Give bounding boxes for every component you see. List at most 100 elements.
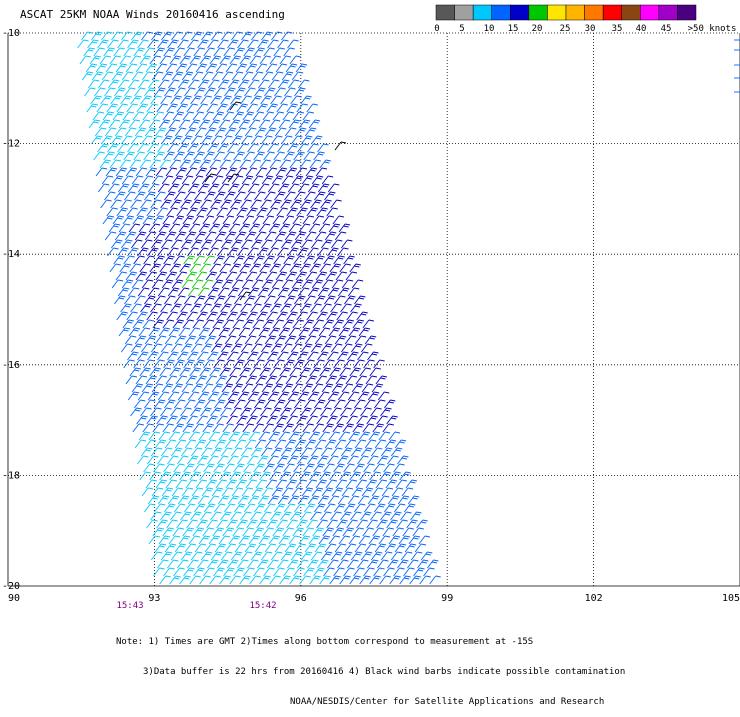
wind-barb bbox=[218, 288, 229, 296]
wind-barb bbox=[269, 432, 280, 440]
wind-barb bbox=[335, 142, 346, 150]
wind-barb bbox=[192, 384, 203, 392]
wind-barb bbox=[359, 432, 370, 440]
wind-barb bbox=[378, 392, 389, 400]
wind-barb bbox=[384, 464, 395, 472]
wind-barb bbox=[118, 80, 129, 88]
wind-barb bbox=[200, 576, 211, 584]
wind-barb bbox=[264, 360, 275, 368]
wind-barb bbox=[177, 520, 188, 528]
wind-barb bbox=[216, 168, 227, 176]
wind-barb bbox=[210, 472, 221, 480]
wind-barb bbox=[103, 216, 114, 224]
wind-barb bbox=[289, 328, 300, 336]
wind-barb bbox=[204, 256, 215, 264]
wind-barb bbox=[278, 40, 289, 48]
wind-barb bbox=[110, 264, 121, 272]
wind-barb bbox=[134, 48, 145, 56]
wind-barb bbox=[328, 288, 339, 296]
wind-barb bbox=[187, 560, 198, 568]
wind-barb bbox=[140, 160, 151, 168]
wind-barb bbox=[215, 232, 226, 240]
wind-barb bbox=[113, 112, 124, 120]
wind-barb bbox=[169, 328, 180, 336]
wind-barb bbox=[190, 472, 201, 480]
wind-barb bbox=[350, 264, 361, 272]
wind-barb bbox=[131, 304, 142, 312]
wind-barb bbox=[189, 536, 200, 544]
wind-barb bbox=[328, 496, 339, 504]
wind-barb bbox=[163, 216, 174, 224]
wind-barb bbox=[314, 152, 325, 160]
wind-barb bbox=[272, 176, 283, 184]
wind-barb bbox=[164, 192, 175, 200]
wind-barb bbox=[292, 488, 303, 496]
wind-barb bbox=[188, 496, 199, 504]
wind-barb bbox=[298, 248, 309, 256]
wind-barb bbox=[133, 112, 144, 120]
wind-barb bbox=[302, 488, 313, 496]
wind-barb bbox=[343, 320, 354, 328]
wind-barb bbox=[198, 184, 209, 192]
wind-barb bbox=[150, 368, 161, 376]
wind-barb bbox=[211, 552, 222, 560]
wind-barb bbox=[147, 352, 158, 360]
wind-barb bbox=[231, 200, 242, 208]
wind-barb bbox=[244, 88, 255, 96]
wind-barb bbox=[203, 320, 214, 328]
wind-barb bbox=[112, 72, 123, 80]
wind-barb bbox=[214, 192, 225, 200]
wind-barb bbox=[311, 240, 322, 248]
wind-barb bbox=[286, 376, 297, 384]
wind-barb bbox=[337, 312, 348, 320]
wind-barb bbox=[181, 344, 192, 352]
wind-barb bbox=[259, 224, 270, 232]
wind-barb bbox=[176, 272, 187, 280]
wind-barb bbox=[158, 248, 169, 256]
wind-barb bbox=[300, 160, 311, 168]
wind-barb bbox=[202, 488, 213, 496]
wind-barb bbox=[180, 472, 191, 480]
wind-barb bbox=[244, 568, 255, 576]
colorbar-swatch bbox=[622, 5, 641, 20]
wind-barb bbox=[290, 368, 301, 376]
wind-barb bbox=[339, 224, 350, 232]
wind-barb bbox=[123, 112, 134, 120]
wind-barb bbox=[225, 232, 236, 240]
wind-barb bbox=[290, 160, 301, 168]
wind-barb bbox=[279, 328, 290, 336]
wind-barb bbox=[101, 136, 112, 144]
wind-barb bbox=[320, 368, 331, 376]
wind-barb bbox=[261, 304, 272, 312]
wind-barb bbox=[329, 432, 340, 440]
wind-barb bbox=[181, 96, 192, 104]
wind-barb bbox=[260, 472, 271, 480]
wind-barb bbox=[175, 232, 186, 240]
wind-barb bbox=[191, 96, 202, 104]
wind-barb bbox=[177, 352, 188, 360]
wind-barb bbox=[181, 552, 192, 560]
wind-barb bbox=[147, 520, 158, 528]
wind-barb bbox=[173, 216, 184, 224]
wind-barb bbox=[324, 296, 335, 304]
wind-barb bbox=[273, 528, 284, 536]
wind-barb bbox=[242, 488, 253, 496]
wind-barb bbox=[309, 224, 320, 232]
wind-barb bbox=[274, 48, 285, 56]
wind-barb bbox=[267, 312, 278, 320]
wind-barb bbox=[124, 48, 135, 56]
wind-barb bbox=[335, 440, 346, 448]
wind-barb bbox=[189, 432, 200, 440]
wind-barb bbox=[288, 392, 299, 400]
wind-barb bbox=[281, 304, 292, 312]
wind-barb bbox=[241, 32, 252, 40]
wind-barb bbox=[289, 224, 300, 232]
wind-barb bbox=[337, 520, 348, 528]
wind-barb bbox=[204, 152, 215, 160]
wind-barb bbox=[302, 280, 313, 288]
wind-barb bbox=[218, 496, 229, 504]
wind-barb bbox=[214, 504, 225, 512]
wind-barb bbox=[108, 40, 119, 48]
wind-barb bbox=[219, 536, 230, 544]
wind-barb bbox=[417, 560, 428, 568]
